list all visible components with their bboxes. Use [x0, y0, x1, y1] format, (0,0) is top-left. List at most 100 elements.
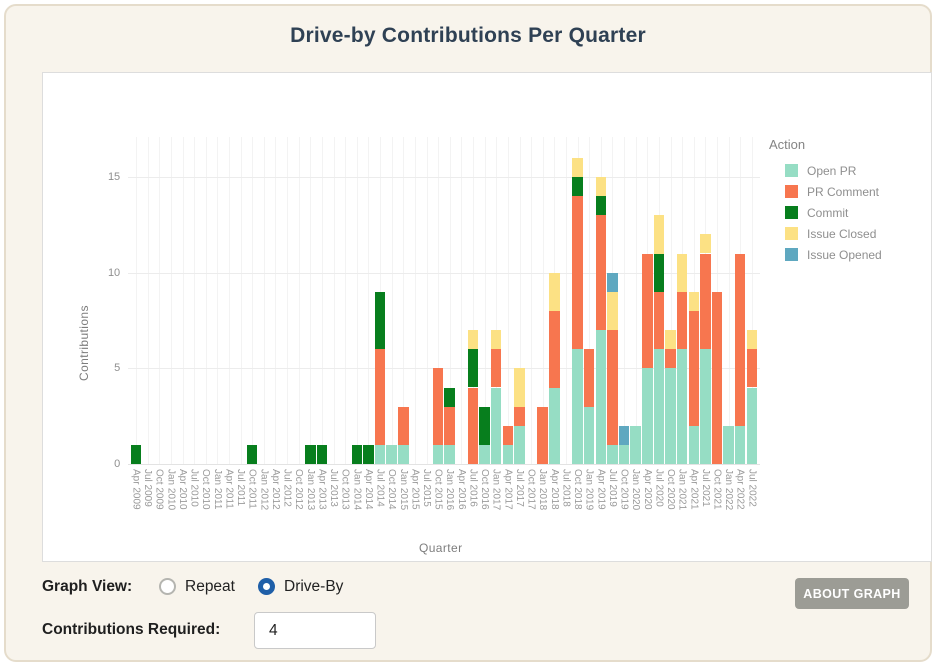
v-gridline	[751, 137, 753, 464]
bar-segment	[595, 215, 607, 331]
x-tick-label: Apr 2018	[548, 469, 560, 510]
x-tick-label: Oct 2020	[665, 469, 676, 510]
x-tick-label: Jan 2022	[723, 469, 735, 511]
bar-segment	[549, 272, 560, 311]
legend-item[interactable]: PR Comment	[769, 181, 882, 202]
page-title: Drive-by Contributions Per Quarter	[290, 24, 646, 47]
x-tick-label: Jul 2009	[142, 469, 154, 507]
bar-segment	[502, 425, 514, 445]
bar-segment	[583, 349, 595, 407]
x-tick-label: Jul 2019	[606, 469, 618, 507]
legend-item[interactable]: Open PR	[769, 160, 882, 181]
bar-segment	[490, 349, 502, 388]
x-tick-label: Apr 2013	[316, 469, 328, 510]
contributions-required-label: Contributions Required:	[42, 621, 221, 638]
bar-segment	[653, 253, 665, 292]
bar-segment	[700, 234, 711, 254]
repeat-radio-label[interactable]: Repeat	[185, 578, 235, 595]
legend-swatch-icon	[785, 185, 798, 198]
bar-segment	[676, 291, 688, 350]
v-gridline	[624, 137, 625, 464]
bar-segment	[479, 444, 490, 464]
bar-segment	[595, 330, 607, 464]
x-tick-label: Jan 2011	[211, 469, 223, 510]
bar-segment	[502, 444, 514, 464]
x-tick-label: Jul 2010	[188, 469, 200, 507]
bar-segment	[723, 425, 734, 464]
legend-swatch-icon	[785, 227, 798, 240]
bar-segment	[734, 253, 746, 426]
legend-item[interactable]: Issue Closed	[769, 223, 882, 244]
x-tick-label: Jul 2022	[746, 469, 758, 507]
bar-segment	[444, 444, 455, 464]
bar-segment	[595, 177, 607, 197]
x-tick-label: Oct 2012	[293, 469, 305, 510]
bar-segment	[688, 425, 700, 464]
v-gridline	[565, 137, 567, 464]
v-gridline	[333, 137, 335, 464]
x-tick-label: Jan 2021	[676, 469, 688, 511]
repeat-radio[interactable]	[159, 578, 176, 595]
legend-label: Issue Opened	[807, 247, 882, 262]
bar-segment	[549, 387, 560, 464]
x-tick-label: Oct 2011	[246, 469, 258, 509]
v-gridline	[240, 137, 242, 464]
driveby-radio[interactable]	[258, 578, 275, 595]
bar-segment	[490, 330, 502, 350]
x-tick-label: Apr 2014	[362, 469, 374, 510]
h-gridline	[128, 272, 760, 274]
x-axis-title: Quarter	[419, 541, 463, 555]
legend-label: Issue Closed	[807, 226, 877, 241]
v-gridline	[589, 137, 591, 464]
v-gridline	[635, 137, 637, 464]
v-gridline	[403, 137, 405, 464]
bar-segment	[734, 425, 746, 464]
bar-segment	[467, 349, 479, 388]
legend-item[interactable]: Issue Opened	[769, 244, 882, 265]
driveby-radio-label[interactable]: Drive-By	[284, 578, 344, 595]
legend-items: Open PR PR Comment Commit Issue Closed Issue…	[769, 160, 882, 265]
bar-segment	[653, 291, 665, 350]
bar-segment	[467, 387, 479, 464]
bar-segment	[572, 196, 583, 350]
bar-segment	[746, 387, 758, 464]
bar-segment	[618, 444, 630, 464]
x-tick-label: Jul 2015	[421, 469, 432, 507]
bar-segment	[432, 368, 444, 445]
h-gridline	[128, 177, 760, 179]
bar-segment	[514, 406, 525, 426]
x-tick-label: Jan 2010	[165, 469, 177, 511]
x-tick-label: Jul 2012	[281, 469, 293, 507]
x-tick-label: Jan 2018	[537, 469, 549, 511]
bar-segment	[653, 215, 665, 254]
v-gridline	[670, 137, 672, 464]
bar-segment	[607, 272, 618, 292]
x-tick-label: Oct 2019	[618, 469, 630, 510]
v-gridline	[170, 137, 172, 464]
legend-item[interactable]: Commit	[769, 202, 882, 223]
x-tick-label: Apr 2010	[177, 469, 188, 510]
about-graph-button[interactable]: ABOUT GRAPH	[795, 578, 909, 609]
bar-segment	[572, 177, 583, 197]
bar-segment	[618, 425, 630, 445]
bar-segment	[130, 444, 142, 464]
v-gridline	[298, 137, 300, 464]
x-tick-label: Jul 2020	[653, 469, 665, 507]
x-tick-label: Jul 2017	[514, 469, 525, 507]
v-gridline	[136, 137, 137, 464]
bar-segment	[514, 425, 525, 464]
x-tick-label: Jul 2016	[467, 469, 479, 507]
bar-segment	[607, 291, 618, 331]
x-tick-label: Oct 2014	[386, 469, 398, 510]
bar-segment	[351, 444, 363, 464]
bar-segment	[374, 444, 386, 464]
contributions-required-input[interactable]	[254, 612, 376, 649]
h-gridline	[128, 464, 760, 465]
x-tick-label: Oct 2017	[525, 469, 537, 510]
v-gridline	[263, 137, 265, 464]
bar-segment	[537, 406, 548, 464]
x-tick-label: Jan 2020	[630, 469, 642, 511]
y-axis-title: Contributions	[77, 305, 91, 381]
v-gridline	[496, 137, 498, 464]
bar-segment	[374, 349, 386, 445]
